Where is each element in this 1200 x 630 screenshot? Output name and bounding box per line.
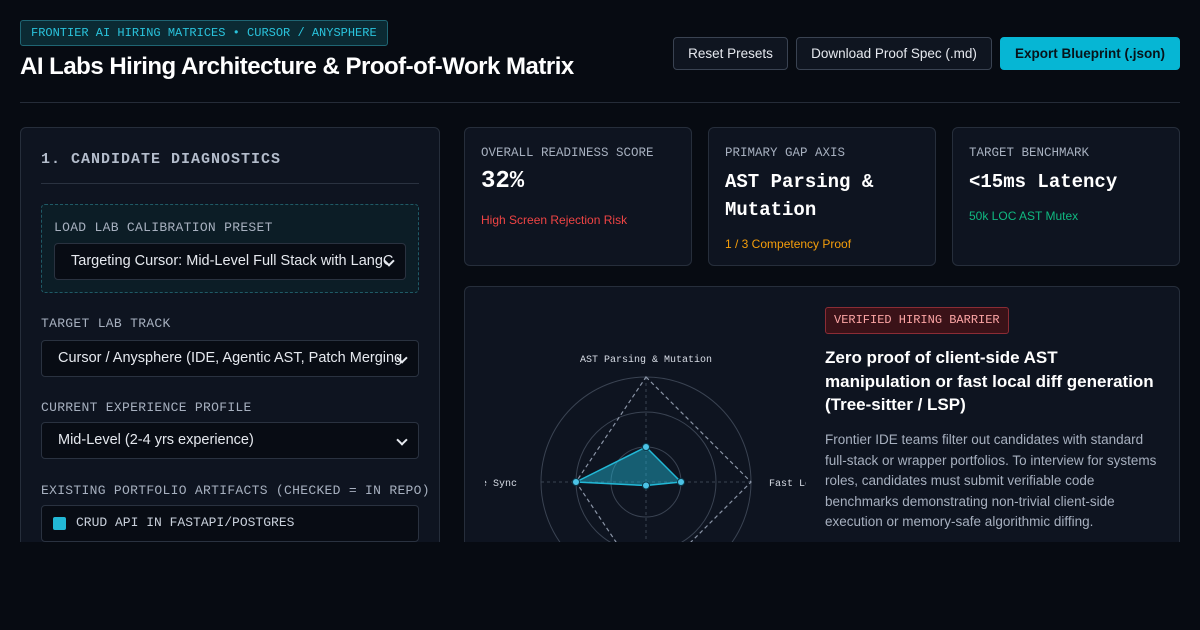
artifact-label: CRUD API IN FASTAPI/POSTGRES [76, 515, 295, 530]
header-badge: FRONTIER AI HIRING MATRICES • CURSOR / A… [20, 20, 388, 46]
track-select[interactable]: Cursor / Anysphere (IDE, Agentic AST, Pa… [41, 340, 419, 377]
export-button[interactable]: Export Blueprint (.json) [1000, 37, 1180, 70]
divider [41, 183, 419, 184]
score-point [642, 443, 650, 451]
axis-label: AST Parsing & Mutation [580, 354, 712, 366]
reset-button[interactable]: Reset Presets [673, 37, 788, 70]
score-point [572, 478, 580, 486]
metric-value: AST Parsing & Mutation 1 / 3 Competency P… [725, 168, 923, 258]
axis-label: Fast Lo [769, 479, 806, 490]
download-button[interactable]: Download Proof Spec (.md) [796, 37, 992, 70]
checkbox[interactable] [53, 517, 66, 530]
metric-text: <15ms Latency [969, 171, 1118, 193]
metric-card: PRIMARY GAP AXIS AST Parsing & Mutation 1 … [708, 127, 936, 266]
panel-title: 1. CANDIDATE DIAGNOSTICS [41, 151, 282, 168]
app: FRONTIER AI HIRING MATRICES • CURSOR / A… [0, 0, 1200, 542]
barrier-body: Frontier IDE teams filter out candidates… [825, 432, 1157, 529]
score-point [642, 481, 650, 490]
axis-label: e Sync [485, 479, 517, 490]
metric-label: OVERALL READINESS SCORE [481, 146, 654, 160]
preset-box: LOAD LAB CALIBRATION PRESET Targeting Cu… [41, 204, 419, 293]
preset-select[interactable]: Targeting Cursor: Mid-Level Full Stack w… [54, 243, 406, 280]
metric-card: OVERALL READINESS SCORE 32% High Screen Re… [464, 127, 692, 266]
metric-value: 32% High Screen Rejection Risk [481, 168, 679, 234]
preset-label: LOAD LAB CALIBRATION PRESET [54, 220, 273, 235]
diagnostics-panel: 1. CANDIDATE DIAGNOSTICS LOAD LAB CALIBR… [20, 127, 440, 542]
barrier-heading: Zero proof of client-side AST manipulati… [825, 348, 1154, 414]
experience-select[interactable]: Mid-Level (2-4 yrs experience) [41, 422, 419, 459]
metric-card: TARGET BENCHMARK <15ms Latency 50k LOC AST… [952, 127, 1180, 266]
track-label: TARGET LAB TRACK [41, 316, 171, 331]
artifact-item[interactable]: CRUD API IN FASTAPI/POSTGRES [41, 505, 419, 542]
barrier-badge: VERIFIED HIRING BARRIER [825, 307, 1009, 334]
target-polygon [575, 376, 752, 542]
metric-note: High Screen Rejection Risk [481, 213, 628, 227]
metric-value: <15ms Latency 50k LOC AST Mutex [969, 168, 1167, 230]
experience-label: CURRENT EXPERIENCE PROFILE [41, 400, 252, 415]
score-point [677, 478, 685, 486]
divider [20, 102, 1180, 103]
metric-text: AST Parsing & Mutation [725, 171, 874, 221]
metric-label: PRIMARY GAP AXIS [725, 146, 846, 160]
metric-note: 1 / 3 Competency Proof [725, 237, 852, 251]
metric-note: 50k LOC AST Mutex [969, 209, 1079, 223]
metric-label: TARGET BENCHMARK [969, 146, 1090, 160]
page-title: AI Labs Hiring Architecture & Proof-of-W… [20, 53, 574, 80]
analysis-panel: AST Parsing & Mutation Fast Lo e Sync VERI… [464, 286, 1180, 542]
radar-chart: AST Parsing & Mutation Fast Lo e Sync [485, 354, 806, 542]
artifacts-label: EXISTING PORTFOLIO ARTIFACTS (CHECKED = … [41, 483, 430, 498]
metric-text: 32% [481, 168, 525, 195]
